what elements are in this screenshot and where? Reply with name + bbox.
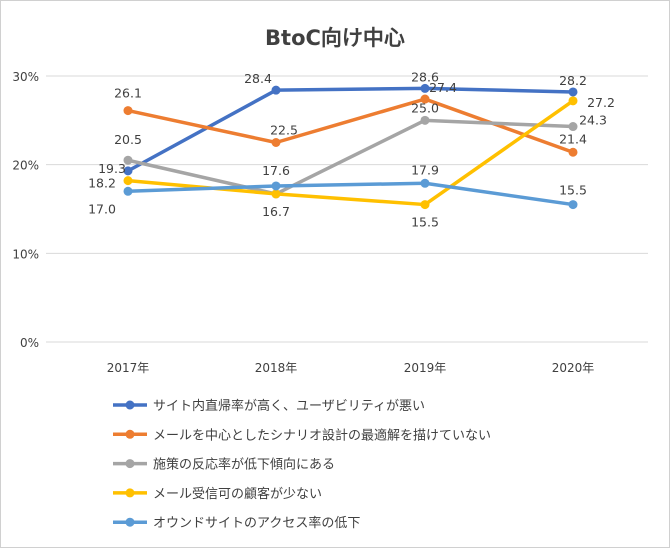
data-label: 27.4 [429,80,457,95]
data-label: 28.2 [559,73,587,88]
legend-label: 施策の反応率が低下傾向にある [153,457,335,473]
data-label: 25.0 [411,100,439,115]
data-point [271,85,281,95]
chart-title: BtoC向け中心 [265,26,405,50]
data-point [123,155,133,165]
legend-marker [125,400,135,410]
data-point [271,138,281,147]
data-label: 20.5 [114,132,142,147]
data-point [420,94,430,104]
data-point [271,189,281,199]
data-point [568,96,578,106]
series-line [127,86,574,173]
data-label: 22.5 [270,123,298,138]
data-point [123,106,133,116]
x-tick-label: 2018年 [255,361,298,375]
data-label: 28.6 [411,69,439,84]
data-label: 15.5 [559,183,587,198]
series-line [127,181,574,207]
x-axis: 2017年 2018年 2019年 2020年 [107,361,595,375]
legend-marker [125,488,135,498]
data-label: 21.4 [559,131,587,146]
data-label: 27.2 [587,95,615,110]
x-tick-label: 2019年 [404,361,447,375]
data-label: 17.0 [88,201,116,216]
data-label: 24.3 [579,113,607,128]
data-label: 15.5 [411,215,439,230]
data-point [420,200,430,210]
data-point [568,200,578,210]
data-point [123,176,133,186]
data-point [420,83,430,93]
legend-label: サイト内直帰率が高く、ユーザビリティが悪い [153,398,425,414]
data-point [568,147,578,157]
data-labels: 19.3 28.4 28.6 28.2 26.1 22.5 27.4 21.4 20.5 25.0… [88,69,615,229]
x-tick-label: 2020年 [552,361,595,375]
series-line [127,118,574,196]
legend-marker [125,459,135,469]
data-label: 17.6 [262,163,290,178]
data-point [568,122,578,132]
data-label: 18.2 [88,176,116,191]
legend: サイト内直帰率が高く、ユーザビリティが悪いメールを中心としたシナリオ設計の最適解… [113,398,491,531]
data-label: 26.1 [114,86,142,101]
legend-label: オウンドサイトのアクセス率の低下 [153,515,360,531]
y-tick-label: 30% [12,70,39,84]
legend-marker [125,517,135,527]
y-tick-label: 10% [12,247,39,261]
series-line [127,97,574,154]
legend-label: メール受信可の顧客が少ない [153,486,322,502]
y-tick-label: 20% [12,159,39,173]
data-label: 17.9 [411,162,439,177]
legend-label: メールを中心としたシナリオ設計の最適解を描けていない [153,427,491,443]
series-group [123,83,578,210]
data-label: 28.4 [244,71,272,86]
data-point [420,115,430,125]
data-point [568,87,578,97]
data-point [123,166,133,176]
data-label: 19.3 [98,161,126,176]
legend-marker [125,429,135,439]
y-tick-label: 0% [20,336,39,350]
x-tick-label: 2017年 [107,361,150,375]
data-point [271,181,281,191]
y-axis: 0% 10% 20% 30% [12,70,39,350]
data-label: 16.7 [262,204,290,219]
gridlines [46,75,648,343]
data-point [123,186,133,196]
data-point [420,178,430,188]
